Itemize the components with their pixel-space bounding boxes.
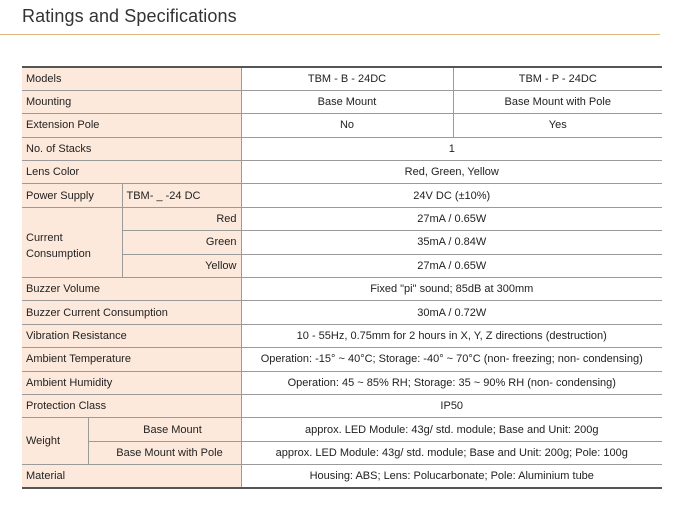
buzzer-volume-label: Buzzer Volume — [22, 277, 242, 302]
table-row: Lens Color Red, Green, Yellow — [22, 160, 662, 185]
extension-pole-b-value: No — [240, 113, 454, 138]
stacks-value: 1 — [240, 136, 662, 162]
table-row: Extension Pole No Yes — [22, 113, 662, 138]
mounting-label: Mounting — [22, 89, 242, 115]
current-consumption-label: Current Consumption — [22, 206, 123, 279]
weight-base-label: Base Mount — [87, 417, 242, 442]
ambient-humidity-label: Ambient Humidity — [22, 370, 242, 395]
page-title: Ratings and Specifications — [22, 6, 237, 26]
table-row: Yellow 27mA / 0.65W — [22, 253, 662, 279]
current-red-value: 27mA / 0.65W — [240, 206, 662, 232]
lens-color-label: Lens Color — [22, 160, 242, 185]
power-supply-label: Power Supply — [22, 183, 123, 208]
buzzer-volume-value: Fixed "pi" sound; 85dB at 300mm — [240, 277, 662, 302]
mounting-b-value: Base Mount — [240, 89, 454, 115]
material-value: Housing: ABS; Lens: Polucarbonate; Pole:… — [240, 464, 662, 490]
table-row: Current Consumption Red 27mA / 0.65W — [22, 206, 662, 279]
stacks-label: No. of Stacks — [22, 136, 242, 162]
table-row: Mounting Base Mount Base Mount with Pole — [22, 89, 662, 115]
mounting-p-value: Base Mount with Pole — [452, 89, 662, 115]
model-b-header: TBM - B - 24DC — [240, 65, 454, 91]
table-row: Buzzer Current Consumption 30mA / 0.72W — [22, 300, 662, 325]
table-row: Ambient Temperature Operation: -15° ~ 40… — [22, 347, 662, 372]
extension-pole-label: Extension Pole — [22, 113, 242, 138]
model-p-header: TBM - P - 24DC — [452, 65, 662, 91]
current-yellow-label: Yellow — [122, 253, 242, 279]
specifications-table: Models TBM - B - 24DC TBM - P - 24DC Mou… — [22, 65, 662, 490]
power-supply-value: 24V DC (±10%) — [240, 183, 662, 208]
buzzer-current-label: Buzzer Current Consumption — [22, 300, 242, 325]
title-divider — [0, 34, 660, 35]
table-row: Material Housing: ABS; Lens: Polucarbona… — [22, 464, 662, 490]
current-green-label: Green — [122, 230, 242, 255]
table-row: Vibration Resistance 10 - 55Hz, 0.75mm f… — [22, 323, 662, 349]
lens-color-value: Red, Green, Yellow — [240, 160, 662, 185]
protection-class-label: Protection Class — [22, 393, 242, 419]
buzzer-current-value: 30mA / 0.72W — [240, 300, 662, 325]
table-row: Protection Class IP50 — [22, 393, 662, 419]
current-label-line2: Consumption — [26, 248, 91, 261]
material-label: Material — [22, 464, 242, 490]
weight-pole-label: Base Mount with Pole — [88, 440, 242, 466]
ambient-humidity-value: Operation: 45 ~ 85% RH; Storage: 35 ~ 90… — [240, 370, 662, 395]
table-row: No. of Stacks 1 — [22, 136, 662, 162]
current-green-value: 35mA / 0.84W — [240, 230, 662, 255]
ambient-temperature-value: Operation: -15° ~ 40°C; Storage: -40° ~ … — [240, 347, 662, 372]
ambient-temperature-label: Ambient Temperature — [22, 347, 242, 372]
weight-pole-value: approx. LED Module: 43g/ std. module; Ba… — [240, 440, 662, 466]
weight-label: Weight — [22, 417, 89, 466]
current-label-line1: Current — [26, 232, 63, 245]
table-row: Ambient Humidity Operation: 45 ~ 85% RH;… — [22, 370, 662, 395]
table-row: Base Mount with Pole approx. LED Module:… — [22, 440, 662, 466]
table-row: Models TBM - B - 24DC TBM - P - 24DC — [22, 65, 662, 91]
models-label: Models — [22, 65, 242, 91]
vibration-label: Vibration Resistance — [22, 323, 242, 349]
table-row: Buzzer Volume Fixed "pi" sound; 85dB at … — [22, 277, 662, 302]
vibration-value: 10 - 55Hz, 0.75mm for 2 hours in X, Y, Z… — [240, 323, 662, 349]
current-red-label: Red — [121, 206, 242, 232]
protection-class-value: IP50 — [240, 393, 662, 419]
current-yellow-value: 27mA / 0.65W — [240, 253, 662, 279]
table-row: Weight Base Mount approx. LED Module: 43… — [22, 417, 662, 466]
power-supply-sublabel: TBM- _ -24 DC — [121, 183, 242, 208]
table-row: Green 35mA / 0.84W — [22, 230, 662, 255]
table-row: Power Supply TBM- _ -24 DC 24V DC (±10%) — [22, 183, 662, 208]
extension-pole-p-value: Yes — [452, 113, 662, 138]
weight-base-value: approx. LED Module: 43g/ std. module; Ba… — [240, 417, 662, 442]
